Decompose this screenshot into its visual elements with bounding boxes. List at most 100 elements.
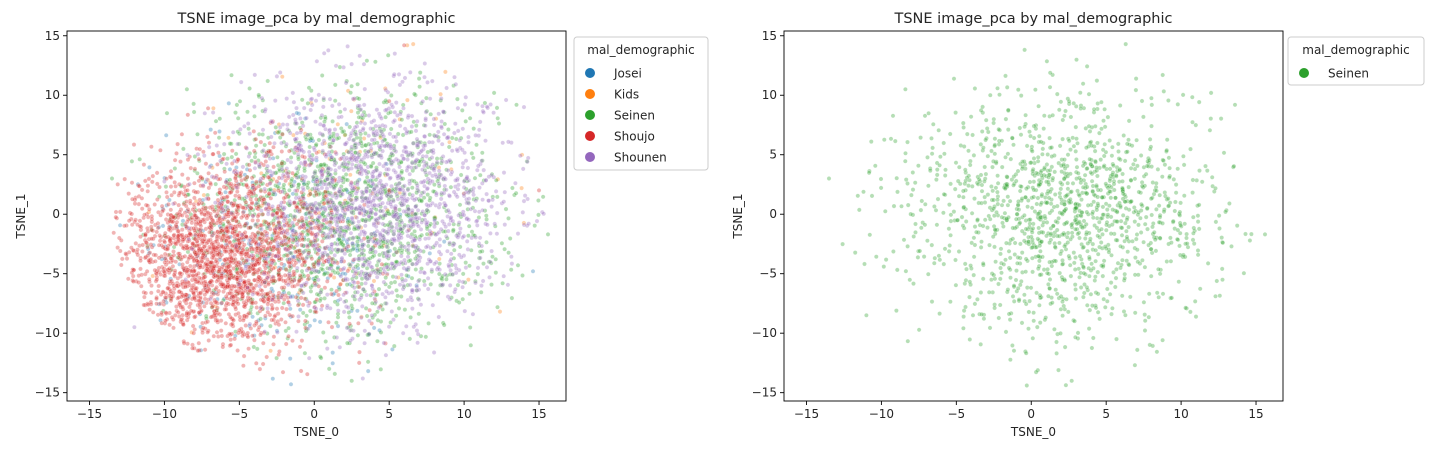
scatter-point — [307, 144, 313, 150]
scatter-point — [204, 177, 210, 182]
scatter-point — [335, 247, 341, 252]
scatter-point — [229, 72, 234, 78]
scatter-point — [414, 283, 419, 288]
scatter-point — [361, 136, 367, 141]
scatter-point — [294, 110, 300, 116]
scatter-point — [228, 337, 233, 342]
scatter-point — [301, 202, 307, 208]
scatter-point — [366, 199, 372, 205]
scatter-point — [235, 348, 240, 353]
scatter-point — [268, 323, 273, 329]
scatter-point — [250, 213, 256, 219]
scatter-point — [458, 226, 463, 231]
scatter-point — [401, 106, 406, 111]
scatter-point — [288, 250, 293, 256]
scatter-point — [374, 263, 380, 268]
scatter-point — [235, 116, 241, 121]
scatter-point — [233, 110, 238, 115]
scatter-point — [477, 185, 482, 190]
scatter-point — [171, 272, 177, 278]
scatter-point — [466, 139, 471, 145]
scatter-point — [225, 264, 231, 270]
scatter-point — [413, 123, 419, 128]
scatter-point — [400, 330, 406, 336]
scatter-point — [287, 130, 293, 136]
scatter-point — [157, 238, 163, 244]
scatter-point — [131, 248, 136, 253]
scatter-point — [113, 214, 119, 220]
scatter-point — [480, 278, 486, 284]
scatter-point — [410, 41, 416, 47]
scatter-point — [190, 323, 196, 329]
scatter-point — [179, 172, 185, 177]
scatter-point — [351, 273, 357, 279]
scatter-point — [217, 116, 223, 121]
scatter-point — [145, 188, 150, 194]
scatter-point — [384, 244, 390, 249]
scatter-point — [255, 213, 261, 219]
scatter-point — [244, 183, 249, 188]
scatter-point — [166, 202, 171, 207]
scatter-point — [446, 144, 452, 150]
scatter-point — [139, 187, 145, 193]
scatter-point — [453, 286, 458, 292]
scatter-point — [347, 315, 352, 320]
scatter-point — [152, 202, 157, 207]
scatter-point — [263, 206, 269, 211]
scatter-point — [219, 281, 225, 287]
scatter-point — [473, 133, 478, 138]
scatter-point — [338, 240, 344, 246]
scatter-point — [186, 236, 192, 242]
scatter-point — [481, 261, 486, 266]
scatter-point — [365, 239, 371, 244]
scatter-point — [223, 179, 229, 185]
scatter-point — [154, 277, 160, 283]
scatter-point — [399, 272, 404, 278]
scatter-point — [452, 130, 457, 136]
scatter-point — [472, 175, 478, 181]
scatter-point — [414, 119, 420, 124]
scatter-point — [213, 118, 219, 124]
scatter-point — [321, 259, 327, 265]
scatter-point — [131, 279, 136, 284]
scatter-point — [478, 289, 484, 295]
scatter-point — [211, 264, 217, 269]
scatter-point — [320, 330, 326, 335]
scatter-point — [260, 108, 265, 114]
scatter-point — [159, 320, 165, 326]
scatter-point — [298, 116, 303, 121]
scatter-point — [129, 180, 135, 185]
scatter-point — [203, 226, 209, 232]
scatter-point — [206, 238, 211, 243]
scatter-point — [223, 249, 229, 254]
scatter-point — [158, 147, 163, 153]
scatter-point — [468, 206, 474, 212]
scatter-point — [259, 231, 265, 237]
scatter-point — [227, 166, 233, 172]
scatter-point — [484, 104, 490, 109]
scatter-point — [156, 283, 161, 289]
scatter-point — [328, 216, 334, 222]
scatter-point — [453, 184, 458, 189]
scatter-point — [291, 272, 296, 278]
scatter-point — [138, 234, 143, 239]
scatter-point — [331, 275, 337, 280]
scatter-point — [292, 283, 297, 289]
scatter-point — [416, 76, 422, 81]
scatter-point — [362, 340, 367, 346]
scatter-point — [222, 169, 227, 174]
scatter-point — [277, 70, 283, 75]
scatter-point — [291, 99, 297, 105]
scatter-point — [238, 127, 243, 132]
scatter-point — [405, 254, 411, 260]
scatter-point — [281, 195, 287, 201]
scatter-point — [322, 285, 328, 291]
scatter-point — [466, 134, 471, 140]
scatter-point — [364, 58, 370, 64]
scatter-point — [445, 134, 451, 140]
scatter-point — [283, 214, 288, 219]
scatter-point — [155, 225, 161, 231]
scatter-point — [333, 63, 339, 69]
scatter-point — [405, 233, 411, 239]
scatter-point — [208, 211, 213, 217]
